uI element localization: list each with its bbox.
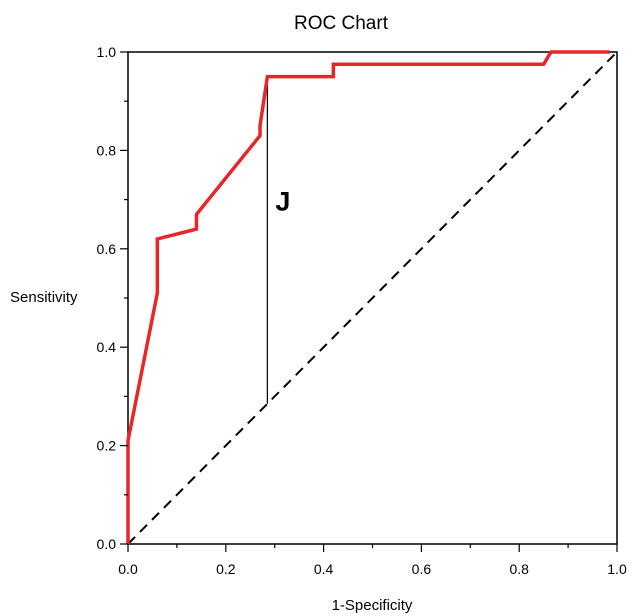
x-tick-label: 0.0 [118,561,138,577]
y-tick-label: 0.0 [97,536,117,552]
x-tick-label: 0.6 [412,561,432,577]
plot-area: J [126,50,618,545]
y-tick-label: 0.8 [97,142,117,158]
x-tick-label: 0.4 [314,561,334,577]
y-tick-label: 0.4 [97,339,117,355]
x-tick-label: 1.0 [607,561,627,577]
y-tick-label: 0.6 [97,241,117,257]
youden-j-label: J [275,187,290,217]
reference-diagonal-line [127,51,618,545]
x-tick-label: 0.2 [216,561,236,577]
chart-title: ROC Chart [294,13,389,34]
y-tick-label: 1.0 [97,44,117,60]
y-tick-label: 0.2 [97,438,117,454]
x-axis: 0.0 0.2 0.4 0.6 0.8 1.0 [118,544,627,577]
x-tick-label: 0.8 [509,561,529,577]
y-axis: 0.0 0.2 0.4 0.6 0.8 1.0 [97,44,128,552]
roc-curve-line [126,50,610,544]
x-axis-label: 1-Specificity [332,597,413,614]
y-axis-label: Sensitivity [10,289,78,306]
